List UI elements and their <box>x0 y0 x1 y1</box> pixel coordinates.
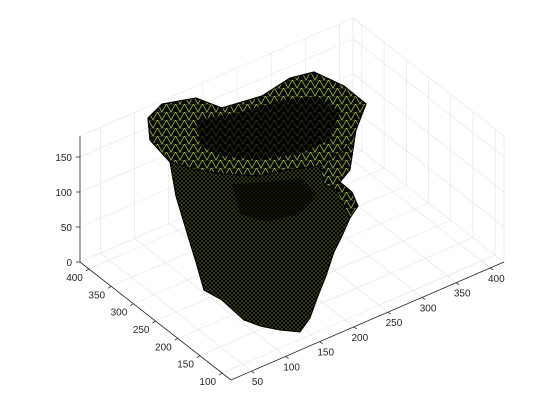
mesh-surface-shadow <box>196 96 340 160</box>
grid-edge <box>352 17 505 137</box>
mesh-surface <box>147 71 367 333</box>
x-axis-line <box>230 261 505 381</box>
y-tick <box>85 268 90 272</box>
y-tick-label: 200 <box>155 342 172 353</box>
x-tick <box>285 356 289 359</box>
axes-ticks: 50 100 150 200 250 300 350 400 100 150 200 250 300 35… <box>55 153 505 388</box>
grid-line-floor-y <box>221 254 496 374</box>
mesh-surface-body <box>169 161 359 333</box>
y-tick-label: 400 <box>66 273 83 284</box>
y-tick <box>130 303 134 306</box>
y-tick-label: 350 <box>88 290 105 301</box>
x-tick-label: 250 <box>386 318 403 329</box>
grid-line-wall-z-right <box>352 143 505 263</box>
x-tick-label: 150 <box>317 348 334 359</box>
grid-line-wall-z-right <box>352 73 505 193</box>
x-tick <box>319 341 323 344</box>
grid-line-wall-z-back <box>79 38 354 158</box>
y-tick <box>152 320 156 324</box>
y-tick <box>174 338 178 341</box>
x-tick <box>456 282 460 285</box>
grid-line-wall-z-right <box>352 108 505 228</box>
y-tick <box>218 372 223 376</box>
x-tick-label: 100 <box>283 362 300 373</box>
y-tick-label: 150 <box>177 360 194 371</box>
mesh-surface-right-flange <box>319 129 359 219</box>
y-tick-label: 300 <box>111 308 128 319</box>
mesh-surface-shadow-lower <box>232 178 316 222</box>
x-tick-label: 200 <box>352 333 369 344</box>
x-tick <box>353 326 358 330</box>
x-tick <box>421 297 426 300</box>
x-tick <box>490 267 494 271</box>
y-tick-label: 100 <box>199 377 216 388</box>
grid-edge <box>79 17 354 137</box>
x-tick-label: 400 <box>488 274 505 285</box>
grid-line-floor-y <box>199 237 474 356</box>
y-tick <box>196 355 201 359</box>
x-tick <box>251 370 255 374</box>
x-tick-label: 350 <box>454 289 471 300</box>
z-tick-label: 0 <box>66 258 72 269</box>
x-tick-label: 50 <box>252 377 264 388</box>
z-tick-label: 150 <box>55 153 72 164</box>
z-tick-label: 50 <box>61 223 73 234</box>
x-tick <box>387 311 392 315</box>
x-tick-label: 300 <box>420 303 437 314</box>
z-tick-label: 100 <box>55 188 72 199</box>
y-tick-label: 250 <box>133 325 150 336</box>
y-tick <box>107 285 112 289</box>
grid-line-wall-z-right <box>352 38 505 158</box>
